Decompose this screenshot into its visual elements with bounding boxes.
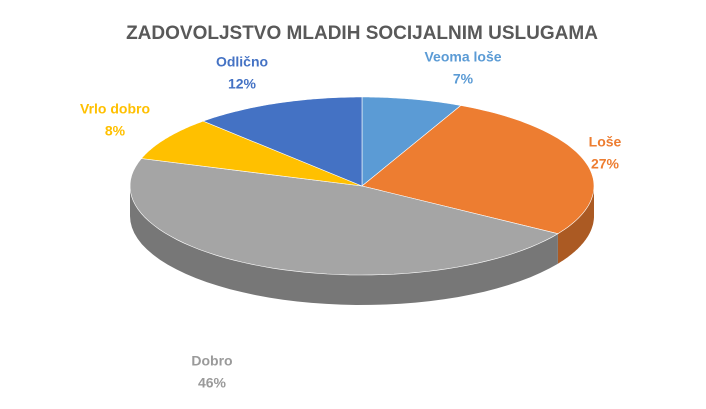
slice-label: Vrlo dobro [80, 101, 150, 117]
chart-title: ZADOVOLJSTVO MLADIH SOCIJALNIM USLUGAMA [126, 23, 598, 44]
slice-side [557, 186, 594, 264]
slice [361, 105, 595, 235]
slice [129, 158, 559, 276]
slice-label: Loše [589, 134, 622, 150]
slice-label: Veoma loše [424, 49, 501, 65]
slice [202, 96, 363, 187]
slice-side [130, 186, 558, 305]
slice [361, 96, 462, 187]
value-label: 8% [105, 123, 126, 139]
slice-label: Dobro [191, 353, 232, 369]
value-label: 7% [453, 71, 474, 87]
slice-label: Odlično [216, 54, 268, 70]
value-label: 12% [228, 76, 257, 92]
value-label: 27% [591, 156, 620, 172]
slice [140, 120, 363, 187]
value-label: 46% [198, 375, 227, 391]
